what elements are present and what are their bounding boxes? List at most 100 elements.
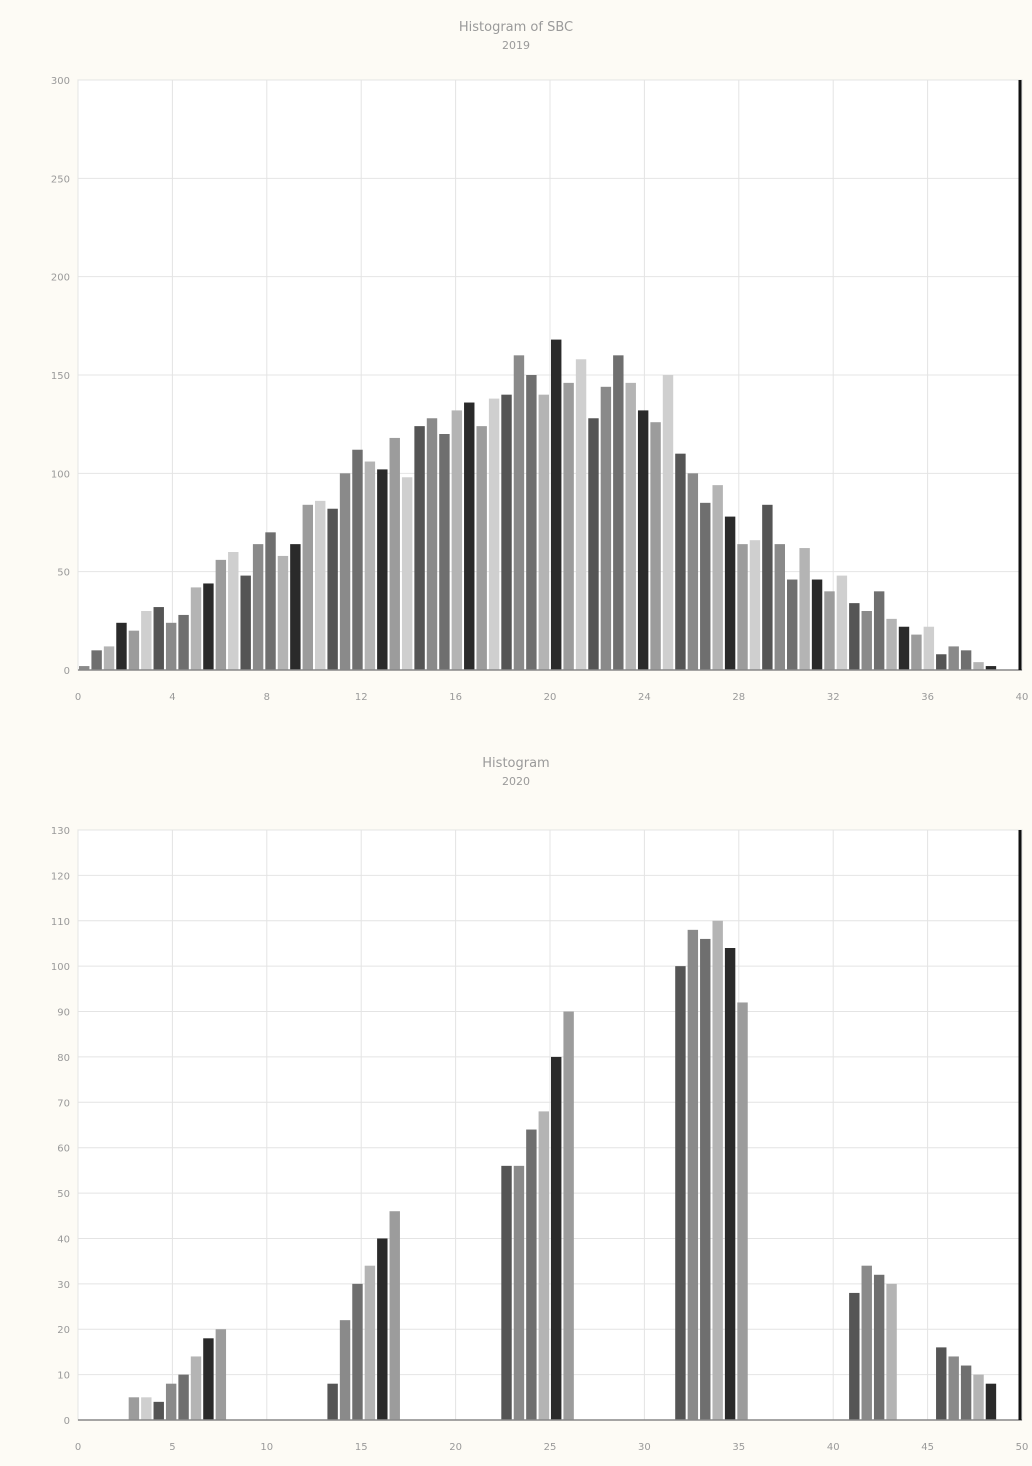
histogram-bar bbox=[873, 591, 885, 670]
histogram-bar bbox=[178, 1374, 189, 1420]
x-tick-label: 40 bbox=[1016, 692, 1029, 703]
histogram-bar bbox=[787, 579, 798, 670]
histogram-bar bbox=[488, 398, 500, 670]
histogram-bar bbox=[190, 1356, 202, 1420]
histogram-bar bbox=[687, 473, 699, 670]
x-tick-label: 10 bbox=[260, 1442, 273, 1453]
histogram-bar bbox=[936, 654, 947, 670]
histogram-bar bbox=[985, 1383, 997, 1420]
histogram-bar bbox=[277, 555, 289, 670]
histogram-bar bbox=[339, 473, 351, 670]
histogram-bar bbox=[414, 426, 425, 670]
x-tick-label: 30 bbox=[638, 1442, 651, 1453]
x-tick-label: 36 bbox=[921, 692, 934, 703]
y-tick-label: 70 bbox=[57, 1098, 70, 1109]
histogram-bar bbox=[513, 355, 525, 670]
x-tick-label: 5 bbox=[169, 1442, 175, 1453]
histogram-bar bbox=[675, 453, 686, 670]
histogram-bar bbox=[737, 1002, 748, 1420]
histogram-bar bbox=[563, 382, 574, 670]
histogram-bar bbox=[700, 938, 711, 1420]
histogram-bar bbox=[165, 622, 177, 670]
histogram-bar bbox=[513, 1165, 525, 1420]
histogram-bar bbox=[79, 666, 90, 670]
histogram-bar bbox=[948, 646, 959, 670]
histogram-bar bbox=[563, 1011, 574, 1420]
x-tick-label: 32 bbox=[827, 692, 840, 703]
histogram-bar bbox=[116, 622, 127, 670]
y-tick-label: 100 bbox=[51, 962, 70, 973]
histogram-bar bbox=[203, 1338, 214, 1420]
histogram-bar bbox=[265, 532, 276, 670]
y-tick-label: 60 bbox=[57, 1144, 70, 1155]
histogram-bar bbox=[836, 575, 848, 670]
histogram-bar bbox=[128, 1397, 140, 1420]
histogram-bar bbox=[215, 559, 227, 670]
y-tick-label: 0 bbox=[64, 666, 70, 677]
histogram-bar bbox=[575, 359, 587, 670]
histogram-bar bbox=[849, 1292, 860, 1420]
histogram-bar bbox=[215, 1329, 227, 1420]
histogram-bar bbox=[153, 1401, 164, 1420]
histogram-bar bbox=[724, 948, 736, 1420]
histogram-bar bbox=[339, 1320, 351, 1420]
y-tick-label: 20 bbox=[57, 1325, 70, 1336]
histogram-bar bbox=[141, 1397, 152, 1420]
histogram-bar bbox=[389, 437, 400, 670]
histogram-bar bbox=[476, 426, 487, 670]
histogram-bar bbox=[389, 1211, 400, 1420]
histogram-bar bbox=[625, 382, 636, 670]
x-tick-label: 15 bbox=[355, 1442, 368, 1453]
histogram-bar bbox=[426, 418, 438, 670]
x-tick-label: 25 bbox=[544, 1442, 557, 1453]
histogram-bar bbox=[327, 1383, 338, 1420]
histogram-bar bbox=[538, 1111, 549, 1420]
chart-2-title: Histogram bbox=[482, 756, 550, 771]
x-tick-label: 4 bbox=[169, 692, 175, 703]
chart-1-title: Histogram of SBC bbox=[458, 20, 574, 35]
histogram-bar bbox=[128, 630, 140, 670]
histogram-bar bbox=[252, 544, 264, 670]
histogram-bar bbox=[973, 1374, 984, 1420]
histogram-bar bbox=[936, 1347, 947, 1420]
histogram-bar bbox=[849, 603, 860, 670]
x-tick-label: 40 bbox=[827, 1442, 840, 1453]
histogram-bar bbox=[153, 607, 164, 670]
histogram-bar bbox=[240, 575, 251, 670]
histogram-bar bbox=[985, 666, 997, 670]
histogram-bar bbox=[973, 662, 984, 670]
histogram-bar bbox=[364, 1265, 376, 1420]
histogram-bar bbox=[637, 410, 649, 670]
histogram-bar bbox=[762, 504, 773, 670]
histogram-bar bbox=[960, 1365, 972, 1420]
histogram-bar bbox=[538, 394, 549, 670]
histogram-bar bbox=[501, 1165, 512, 1420]
histogram-bar bbox=[948, 1356, 959, 1420]
y-tick-label: 100 bbox=[51, 469, 70, 480]
histogram-bar bbox=[662, 375, 674, 670]
histogram-bar bbox=[861, 1265, 872, 1420]
histogram-bar bbox=[551, 1056, 562, 1420]
histogram-bar bbox=[600, 386, 612, 670]
histogram-bar bbox=[774, 544, 785, 670]
x-tick-label: 16 bbox=[449, 692, 462, 703]
histogram-bar bbox=[911, 634, 922, 670]
histogram-bar bbox=[724, 516, 736, 670]
histogram-bar bbox=[315, 500, 326, 670]
histogram-bar bbox=[712, 485, 723, 670]
y-tick-label: 40 bbox=[57, 1234, 70, 1245]
x-tick-label: 0 bbox=[75, 692, 81, 703]
y-tick-label: 200 bbox=[51, 273, 70, 284]
y-tick-label: 50 bbox=[57, 568, 70, 579]
histogram-bar bbox=[377, 1238, 388, 1420]
histogram-bar bbox=[650, 422, 661, 670]
x-tick-label: 35 bbox=[732, 1442, 745, 1453]
histogram-bar bbox=[352, 1283, 363, 1420]
x-tick-label: 50 bbox=[1016, 1442, 1029, 1453]
histogram-bar bbox=[886, 618, 897, 670]
histogram-bar bbox=[352, 449, 363, 670]
histogram-bar bbox=[190, 587, 202, 670]
histogram-bar bbox=[861, 611, 872, 670]
y-tick-label: 90 bbox=[57, 1008, 70, 1019]
